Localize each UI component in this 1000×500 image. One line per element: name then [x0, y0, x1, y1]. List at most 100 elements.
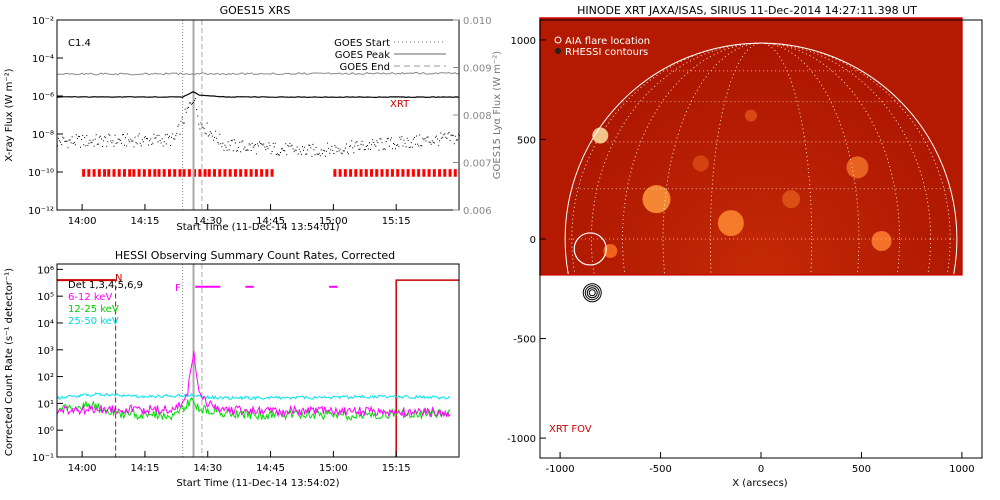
hessi-legend-25-50: 25-50 keV: [68, 316, 119, 327]
goes-y2-tick-label: 0.006: [463, 206, 492, 217]
goes-y2-tick-label: 0.008: [463, 111, 492, 122]
hessi-y-tick-label: 10¹: [37, 399, 54, 410]
hessi-y-ticks: 10⁶ 10⁵ 10⁴ 10³ 10² 10¹ 10⁰ 10⁻¹: [32, 265, 63, 464]
xrt-coverage-bar: [249, 169, 253, 177]
active-region: [692, 155, 709, 172]
goes-y-tick-label: 10⁻⁴: [32, 54, 54, 65]
hessi-y-tick-label: 10³: [37, 346, 54, 357]
goes-x-tick-label: 14:15: [131, 216, 160, 227]
xrt-image: [540, 18, 962, 275]
xrt-coverage-bar: [132, 169, 136, 177]
goes-x-label: Start Time (11-Dec-14 13:54:01): [176, 222, 339, 233]
legend-rhessi-label: RHESSI contours: [565, 47, 648, 58]
xrt-coverage-bar: [223, 169, 227, 177]
xrt-coverage-bar: [182, 169, 186, 177]
goes-lyman-alpha-series: [56, 71, 460, 76]
xrt-coverage-bar: [153, 169, 157, 177]
xrt-coverage-bar: [422, 169, 426, 177]
hessi-legend-12-25: 12-25 keV: [68, 304, 119, 315]
hessi-flare-marker: F: [175, 283, 181, 294]
xrt-title: HINODE XRT JAXA/ISAS, SIRIUS 11-Dec-2014…: [577, 4, 917, 17]
hessi-series-6-12-keV: [56, 351, 451, 418]
legend-rhessi-symbol: [555, 48, 561, 54]
xrt-coverage-bar: [97, 169, 101, 177]
xrt-coverage-bar: [375, 169, 379, 177]
goes-y-tick-label: 10⁻⁸: [32, 130, 54, 141]
xrt-coverage-bar: [354, 169, 358, 177]
hessi-night-marker: N: [115, 273, 122, 284]
goes-y2-tick-label: 0.007: [463, 159, 492, 170]
active-region: [642, 185, 671, 214]
goes-y-tick-label: 10⁻¹⁰: [28, 168, 54, 179]
xrt-coverage-bar: [380, 169, 384, 177]
xrt-coverage-bar: [411, 169, 415, 177]
xrt-x-ticks: -1000 -500 0 500 1000: [546, 452, 975, 475]
goes-x-tick-label: 14:30: [193, 216, 222, 227]
xrt-coverage-bar: [87, 169, 91, 177]
xrt-coverage-bar: [233, 169, 237, 177]
hessi-x-tick-label: 14:15: [131, 463, 160, 474]
goes-x-ticks: 14:00 14:15 14:30 14:45 15:00 15:15: [68, 204, 411, 227]
xrt-x-tick-label: 500: [852, 464, 871, 475]
hessi-x-ticks: 14:00 14:15 14:30 14:45 15:00 15:15: [68, 451, 411, 474]
xrt-coverage-bar: [82, 169, 86, 177]
grid-longitude-line: [591, 42, 931, 275]
hessi-x-tick-label: 15:00: [319, 463, 348, 474]
xrt-coverage-bar: [244, 169, 248, 177]
xrt-coverage-bar: [107, 169, 111, 177]
active-region: [782, 190, 801, 209]
hessi-y-tick-label: 10⁴: [37, 319, 54, 330]
xrt-coverage-bar: [167, 169, 171, 177]
xrt-coverage-bar: [254, 169, 258, 177]
xrt-coverage-bar: [212, 169, 216, 177]
xrt-coverage-bar: [453, 169, 457, 177]
goes-y2-tick-label: 0.009: [463, 64, 492, 75]
goes-y-tick-label: 10⁻²: [32, 16, 54, 27]
solar-limb: [564, 42, 958, 275]
goes-frame: [56, 19, 460, 211]
goes-y2-tick-label: 0.010: [463, 16, 492, 27]
xrt-y-tick-label: -1000: [507, 434, 536, 445]
xrt-coverage-bar: [207, 169, 211, 177]
xrt-coverage-bar: [103, 169, 107, 177]
hessi-plot-area: [56, 264, 459, 457]
goes-x-tick-label: 14:45: [256, 216, 285, 227]
xrt-y-tick-label: -500: [513, 335, 536, 346]
hessi-y-tick-label: 10⁶: [37, 265, 54, 276]
xrt-coverage-bar: [162, 169, 166, 177]
xrt-coverage-bar: [128, 169, 132, 177]
xrt-coverage-bar: [148, 169, 152, 177]
hessi-y-tick-label: 10⁵: [37, 292, 54, 303]
xrt-coverage-bar: [364, 169, 368, 177]
hessi-x-label: Start Time (11-Dec-14 13:54:02): [176, 478, 339, 489]
legend-aia-label: AIA flare location: [565, 36, 650, 47]
goes-x-tick-label: 14:00: [68, 216, 97, 227]
hessi-x-tick-label: 14:30: [193, 463, 222, 474]
hessi-y-label: Corrected Count Rate (s⁻¹ detector⁻¹): [4, 268, 15, 456]
xrt-coverage-bar: [427, 169, 431, 177]
goes-y-ticks: 10⁻² 10⁻⁴ 10⁻⁶ 10⁻⁸ 10⁻¹⁰ 10⁻¹²: [28, 16, 63, 217]
xrt-coverage-bar: [193, 169, 197, 177]
goes-y2-ticks: 0.010 0.009 0.008 0.007 0.006: [453, 16, 492, 217]
hessi-x-tick-label: 14:45: [256, 463, 285, 474]
xrt-coverage-bar: [338, 169, 342, 177]
active-region: [603, 243, 618, 258]
xrt-coverage-bar: [198, 169, 202, 177]
xrt-coverage-bar: [157, 169, 161, 177]
hessi-panel: HESSI Observing Summary Count Rates, Cor…: [4, 249, 460, 489]
goes-x-tick-label: 15:15: [382, 216, 411, 227]
xrt-panel: HINODE XRT JAXA/ISAS, SIRIUS 11-Dec-2014…: [507, 4, 983, 489]
xrt-coverage-bar: [137, 169, 141, 177]
goes-x-tick-label: 15:00: [319, 216, 348, 227]
active-region: [717, 210, 744, 237]
legend-aia-symbol: [554, 36, 562, 44]
xrt-coverage-bar: [448, 169, 452, 177]
xrt-legend: AIA flare location RHESSI contours: [554, 36, 650, 58]
active-region: [871, 230, 892, 251]
xrt-coverage-bar: [396, 169, 400, 177]
xrt-x-label: X (arcsecs): [732, 478, 788, 489]
xrt-coverage-bar: [178, 169, 182, 177]
goes-legend: GOES Start GOES Peak GOES End: [334, 38, 446, 73]
grid-longitude-line: [662, 42, 860, 275]
